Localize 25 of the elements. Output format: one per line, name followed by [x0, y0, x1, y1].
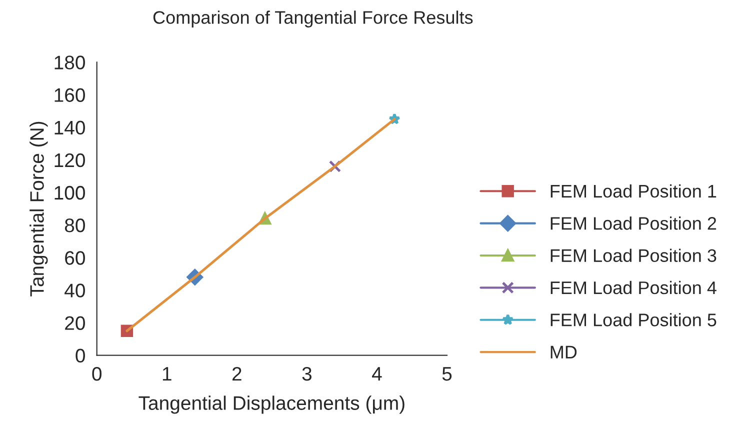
x-tick-label: 1 [162, 367, 172, 381]
x-tick-label: 0 [92, 366, 102, 381]
y-tick-label: 140 [54, 120, 85, 135]
chart-title: Comparison of Tangential Force Results [153, 10, 473, 28]
y-tick-label: 20 [65, 316, 85, 330]
legend-label: MD [550, 346, 577, 358]
y-tick-label: 60 [65, 251, 85, 265]
legend-label: FEM Load Position 2 [550, 216, 716, 230]
legend-label: FEM Load Position 3 [550, 248, 716, 262]
x-tick-label: 2 [232, 366, 242, 381]
x-tick-label: 5 [442, 367, 452, 381]
y-tick-label: 180 [54, 56, 85, 70]
legend-label: FEM Load Position 1 [550, 184, 716, 198]
y-tick-label: 40 [64, 284, 85, 298]
x-tick-label: 4 [372, 367, 382, 381]
x-axis-title: Tangential Displacements (μm) [138, 396, 404, 414]
x-tick-label: 3 [302, 366, 312, 381]
legend-label: FEM Load Position 5 [550, 313, 716, 326]
y-axis-title: Tangential Force (N) [30, 122, 48, 296]
y-tick-label: 160 [54, 88, 85, 102]
y-tick-label: 120 [54, 153, 85, 168]
legend-label: FEM Load Position 4 [550, 280, 716, 294]
y-tick-label: 0 [76, 348, 85, 363]
y-tick-label: 80 [64, 218, 85, 232]
y-tick-label: 100 [54, 186, 85, 200]
